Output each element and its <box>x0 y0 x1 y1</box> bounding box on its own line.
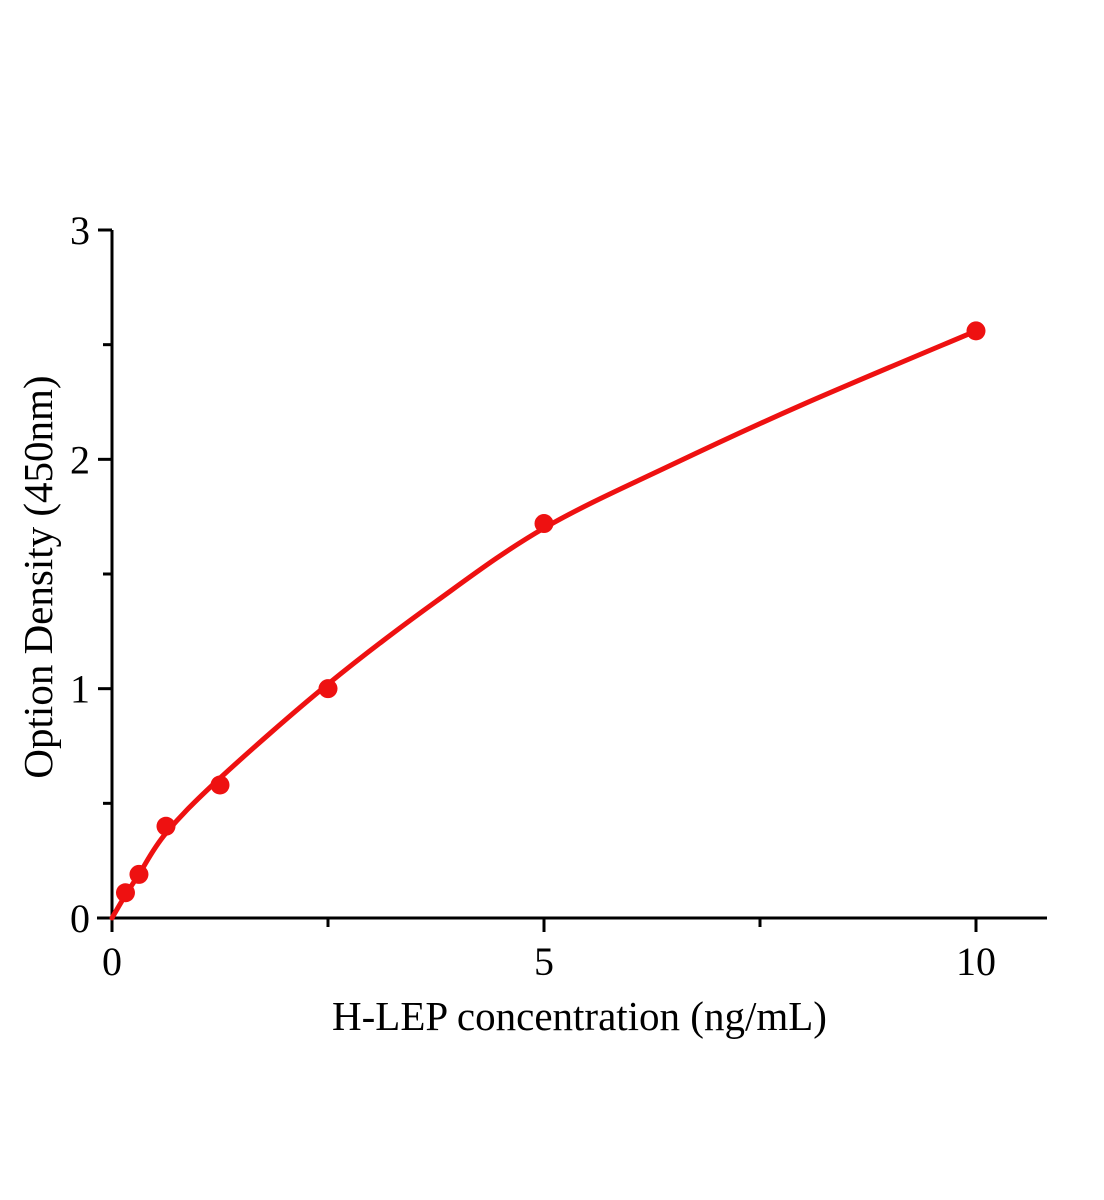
data-point <box>966 321 986 341</box>
y-tick-label: 1 <box>70 667 90 712</box>
y-tick-label: 2 <box>70 437 90 482</box>
x-axis-title: H-LEP concentration (ng/mL) <box>332 993 827 1039</box>
x-tick-label: 0 <box>102 939 122 984</box>
x-tick-label: 10 <box>956 939 996 984</box>
data-point <box>318 679 338 699</box>
y-tick-label: 0 <box>70 896 90 941</box>
x-tick-label: 5 <box>534 939 554 984</box>
fit-curve-line <box>109 328 979 921</box>
data-point <box>115 883 135 903</box>
y-axis-title: Option Density (450nm) <box>15 375 61 779</box>
data-point <box>129 864 149 884</box>
data-point <box>156 816 176 836</box>
data-point <box>210 775 230 795</box>
y-tick-label: 3 <box>70 208 90 253</box>
data-point <box>534 514 554 534</box>
